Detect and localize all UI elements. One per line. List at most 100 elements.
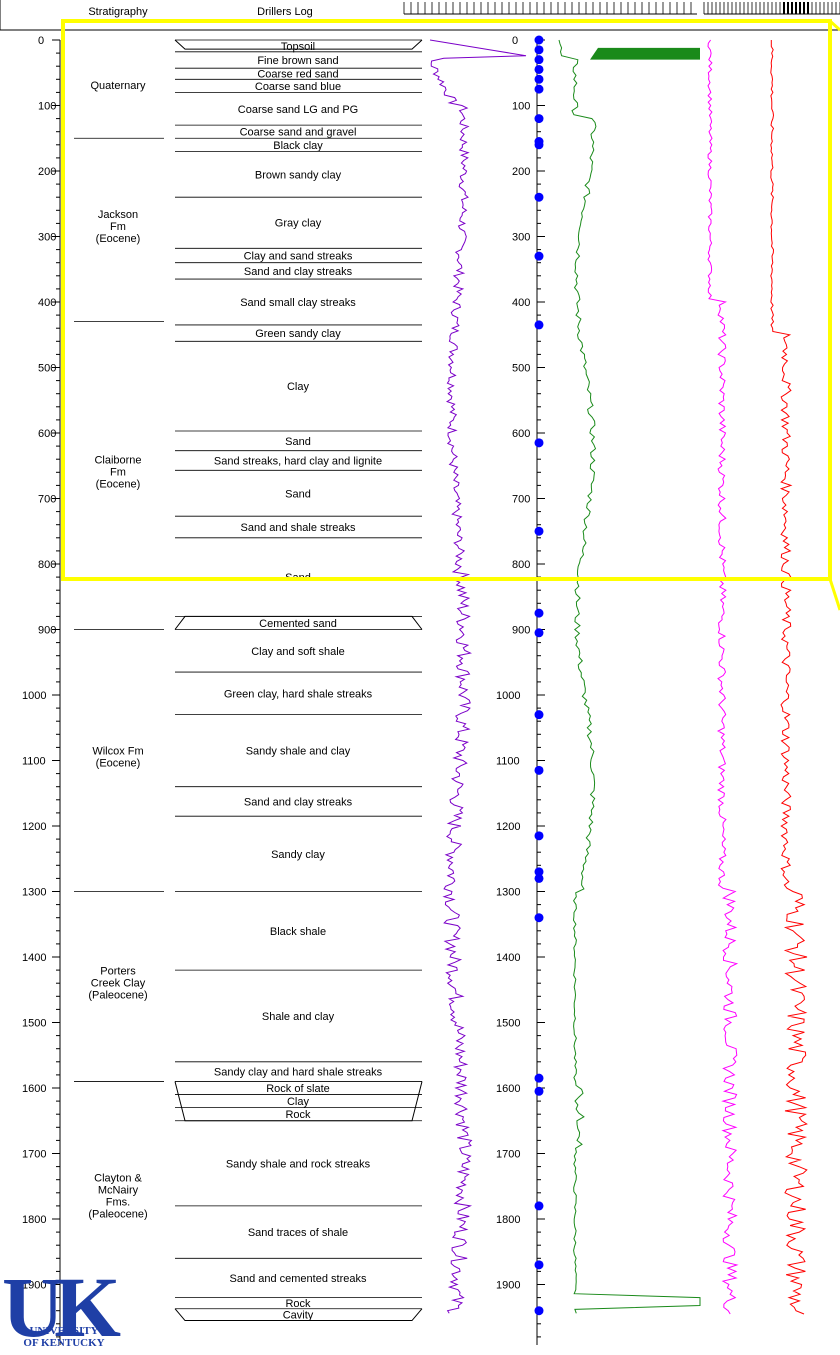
depth-tick-label-left: 1400 <box>22 952 46 964</box>
sample-point <box>534 873 544 883</box>
sample-point <box>534 74 544 84</box>
sample-point <box>534 251 544 261</box>
sample-point <box>534 140 544 150</box>
depth-tick-label-left: 900 <box>38 625 56 637</box>
sample-point <box>534 867 544 877</box>
formation-label: Quaternary <box>90 80 146 92</box>
sample-point <box>534 35 544 45</box>
formation-label: Wilcox Fm (Eocene) <box>92 746 143 770</box>
header-ruler <box>403 2 840 15</box>
log-unit-label: Sand and clay streaks <box>244 796 353 808</box>
depth-tick-label-left: 1200 <box>22 821 46 833</box>
header-drillers-log: Drillers Log <box>257 6 313 18</box>
depth-tick-label-left: 600 <box>38 428 56 440</box>
logo-line-1: UNIVERSITY <box>29 1325 99 1337</box>
formation-label: Clayton & McNairy Fms. (Paleocene) <box>88 1172 147 1220</box>
depth-tick-label-right: 900 <box>512 625 530 637</box>
log-unit-label: Sand small clay streaks <box>240 297 356 309</box>
log-unit-label: Sand streaks, hard clay and lignite <box>214 456 382 468</box>
depth-tick-label-left: 1100 <box>22 756 46 768</box>
header-stratigraphy: Stratigraphy <box>88 6 148 18</box>
log-unit-label: Topsoil <box>281 41 315 53</box>
log-unit-label: Clay <box>287 1096 310 1108</box>
log-unit-label: Coarse sand LG and PG <box>238 104 358 116</box>
sample-point <box>534 64 544 74</box>
sample-point <box>534 45 544 55</box>
sample-point <box>534 765 544 775</box>
depth-tick-label-right: 1400 <box>496 952 520 964</box>
log-unit-label: Rock of slate <box>266 1083 330 1095</box>
depth-tick-label-left: 0 <box>38 35 44 47</box>
log-unit-label: Clay and soft shale <box>251 646 345 658</box>
log-unit-label: Clay <box>287 381 310 393</box>
depth-tick-label-right: 600 <box>512 428 530 440</box>
depth-tick-label-right: 300 <box>512 232 530 244</box>
formation-label: Claiborne Fm (Eocene) <box>94 455 141 491</box>
log-unit-label: Sand <box>285 436 311 448</box>
log-unit-label: Sand traces of shale <box>248 1227 348 1239</box>
log-unit-label: Coarse sand blue <box>255 81 341 93</box>
depth-tick-label-right: 1300 <box>496 887 520 899</box>
sample-point <box>534 55 544 65</box>
series-purple <box>429 39 527 1314</box>
topsoil-trapezoid <box>174 39 423 50</box>
depth-tick-label-right: 700 <box>512 494 530 506</box>
depth-tick-label-left: 400 <box>38 297 56 309</box>
depth-tick-label-left: 100 <box>38 101 56 113</box>
sample-point <box>534 913 544 923</box>
log-unit-label: Clay and sand streaks <box>244 250 353 262</box>
sample-point <box>534 1086 544 1096</box>
log-unit-label: Green sandy clay <box>255 328 341 340</box>
series-magenta <box>707 39 739 1315</box>
university-of-kentucky-logo: UK UNIVERSITY OF KENTUCKY <box>0 1264 140 1350</box>
logo-line-2: OF KENTUCKY <box>23 1337 105 1349</box>
depth-tick-label-left: 300 <box>38 232 56 244</box>
sample-point <box>534 608 544 618</box>
log-unit-label: Rock <box>285 1298 311 1310</box>
log-unit-label: Cemented sand <box>259 618 337 630</box>
depth-tick-label-left: 1000 <box>22 690 46 702</box>
depth-tick-label-right: 500 <box>512 363 530 375</box>
depth-tick-label-left: 1700 <box>22 1149 46 1161</box>
depth-tick-label-right: 1200 <box>496 821 520 833</box>
log-unit-label: Green clay, hard shale streaks <box>224 688 373 700</box>
depth-tick-label-left: 800 <box>38 559 56 571</box>
depth-tick-label-left: 200 <box>38 166 56 178</box>
log-unit-label: Sandy clay and hard shale streaks <box>214 1067 383 1079</box>
formation-label: Porters Creek Clay (Paleocene) <box>88 965 147 1001</box>
highlight-connector-top <box>828 19 840 32</box>
log-unit-label: Brown sandy clay <box>255 169 342 181</box>
depth-tick-label-left: 1800 <box>22 1214 46 1226</box>
log-unit-label: Sandy shale and rock streaks <box>226 1158 371 1170</box>
sample-point <box>534 526 544 536</box>
depth-tick-label-right: 0 <box>512 35 518 47</box>
depth-tick-label-right: 100 <box>512 101 530 113</box>
depth-tick-label-left: 500 <box>38 363 56 375</box>
depth-tick-label-right: 1000 <box>496 690 520 702</box>
depth-tick-label-left: 1500 <box>22 1018 46 1030</box>
sample-point <box>534 710 544 720</box>
depth-tick-label-left: 1600 <box>22 1083 46 1095</box>
highlight-box <box>61 19 832 581</box>
cemented-sand-trapezoid <box>174 615 423 630</box>
sample-point <box>534 192 544 202</box>
log-unit-label: Sand and cemented streaks <box>230 1273 367 1285</box>
sample-point <box>534 320 544 330</box>
sample-point <box>534 438 544 448</box>
logo-mark: UK <box>2 1259 121 1355</box>
highlight-connector-bottom <box>828 578 840 611</box>
log-unit-label: Fine brown sand <box>257 55 338 67</box>
sample-point <box>534 1201 544 1211</box>
green-spike <box>590 47 700 60</box>
sample-point <box>534 831 544 841</box>
series-green <box>558 39 701 1314</box>
log-unit-label: Black clay <box>273 140 323 152</box>
formation-label: Jackson Fm (Eocene) <box>96 209 141 245</box>
log-unit-label: Gray clay <box>275 218 322 230</box>
depth-tick-label-right: 1600 <box>496 1083 520 1095</box>
log-unit-label: Coarse red sand <box>257 69 338 81</box>
log-unit-label: Black shale <box>270 926 326 938</box>
sample-point <box>534 628 544 638</box>
log-unit-label: Coarse sand and gravel <box>240 127 357 139</box>
